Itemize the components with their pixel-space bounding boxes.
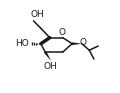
Text: HO: HO [15, 39, 29, 48]
Text: O: O [79, 38, 86, 47]
Text: OH: OH [43, 62, 57, 72]
Polygon shape [72, 42, 82, 45]
Polygon shape [44, 51, 51, 61]
Text: O: O [59, 28, 66, 37]
Text: OH: OH [31, 10, 44, 19]
